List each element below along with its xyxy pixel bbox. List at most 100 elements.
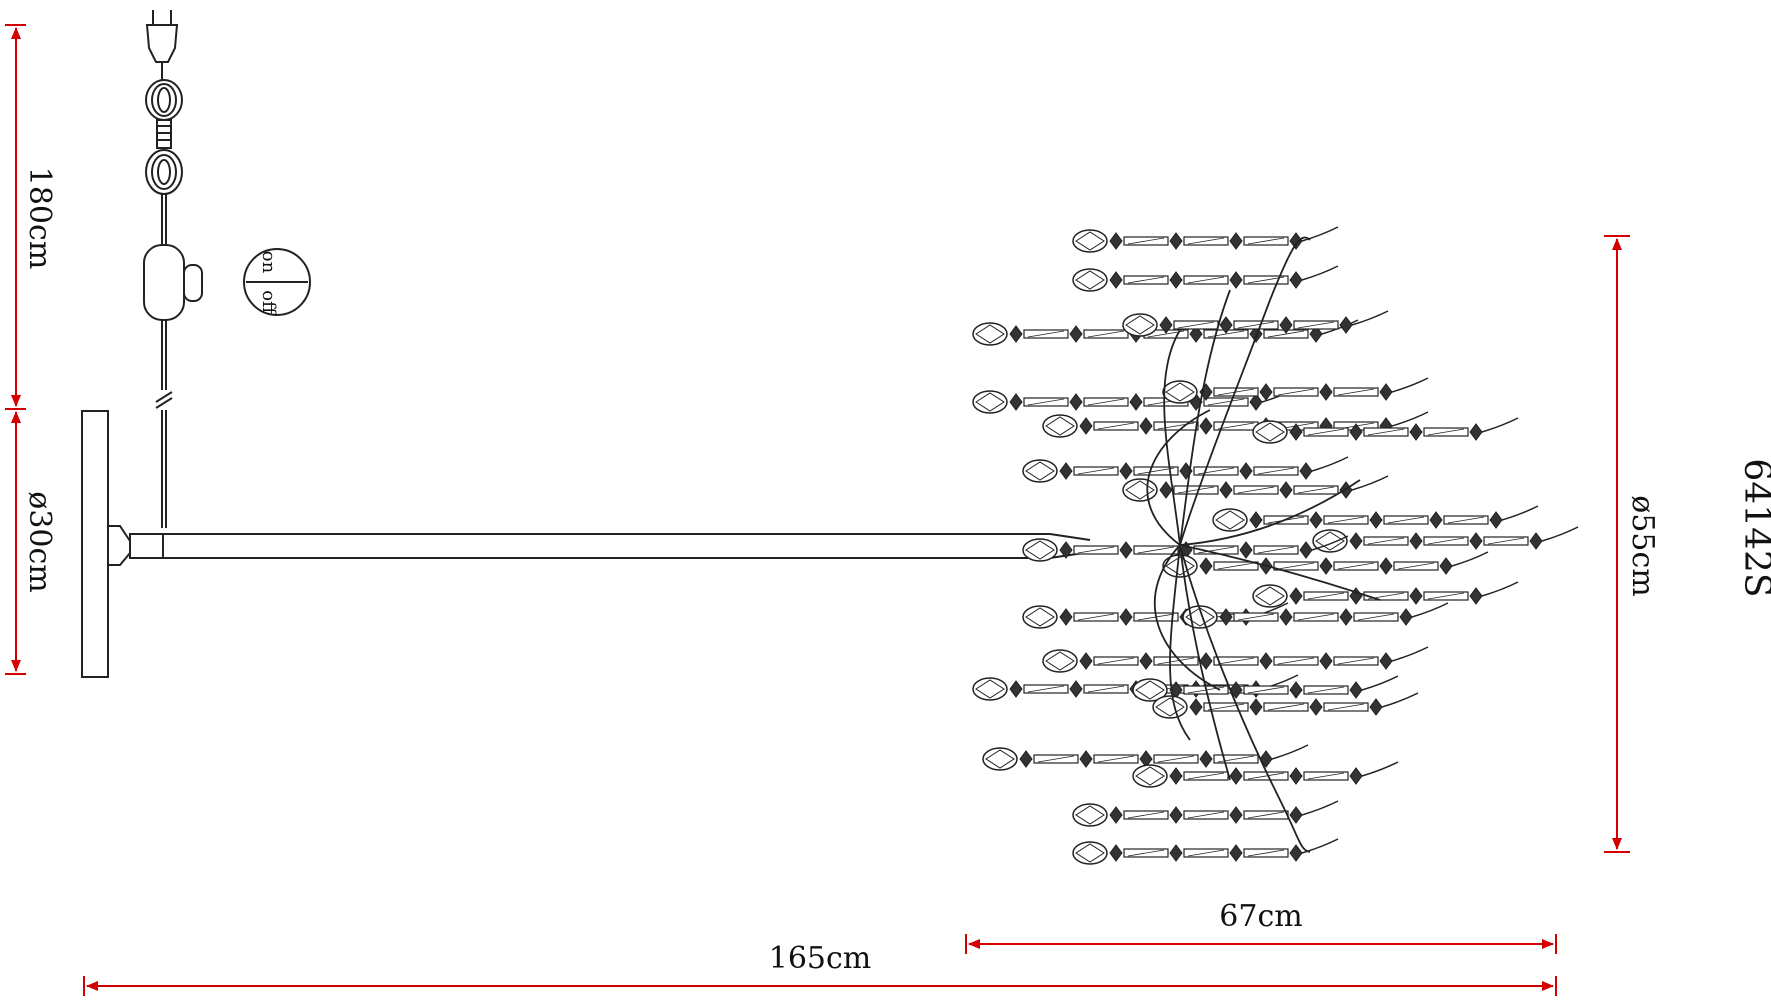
prism-facet <box>1247 849 1285 857</box>
prism-facet <box>1207 703 1245 711</box>
prism-facet <box>1307 686 1345 694</box>
cord-switch-icon <box>143 244 203 528</box>
prism-facet <box>1297 486 1335 494</box>
prism-facet <box>1307 428 1345 436</box>
crystal-bead-icon <box>1169 806 1183 824</box>
total-length-label: 165cm <box>769 941 872 976</box>
crystal-bead-icon <box>1059 541 1073 559</box>
prism-facet <box>1267 703 1305 711</box>
crystal-bead-icon <box>1309 698 1323 716</box>
crystal-bead-icon <box>1159 481 1173 499</box>
prism-facet <box>1087 398 1125 406</box>
crystal-drop-icon <box>982 747 1018 771</box>
switch-on-label: on <box>258 251 279 274</box>
prism-facet <box>1337 657 1375 665</box>
on-off-symbol: on off <box>243 248 311 316</box>
crystal-drop-icon <box>1022 538 1058 562</box>
prism-facet <box>1157 657 1195 665</box>
prism-facet <box>1277 388 1315 396</box>
crystal-bead-icon <box>1289 232 1303 250</box>
prism-facet <box>1077 467 1115 475</box>
crystal-facet <box>1165 556 1195 576</box>
crystal-bead-icon <box>1259 652 1273 670</box>
dim-head-diameter <box>1604 235 1630 853</box>
branch-wire <box>1481 581 1519 597</box>
crystal-bead-icon <box>1289 767 1303 785</box>
prism-facet <box>1267 330 1305 338</box>
branch-wire <box>1163 329 1181 546</box>
prism-facet <box>1247 276 1285 284</box>
prism-facet <box>1257 467 1295 475</box>
crystal-drop-icon <box>1252 420 1288 444</box>
crystal-bead-icon <box>1289 271 1303 289</box>
crystal-bead-icon <box>1229 844 1243 862</box>
crystal-facet <box>1075 805 1105 825</box>
crystal-bead-icon <box>1299 541 1313 559</box>
crystal-bead-icon <box>1169 767 1183 785</box>
crystal-bead-icon <box>1199 750 1213 768</box>
branch-wire <box>1391 411 1429 427</box>
crystal-bead-icon <box>1319 383 1333 401</box>
branch-wire <box>1351 475 1389 491</box>
crystal-bead-icon <box>1189 698 1203 716</box>
branch-wire <box>1361 675 1399 691</box>
crystal-bead-icon <box>1529 532 1543 550</box>
branch-wire <box>1153 544 1221 691</box>
prism-facet <box>1217 657 1255 665</box>
prism-facet <box>1247 686 1285 694</box>
crystal-facet <box>1025 607 1055 627</box>
crystal-bead-icon <box>1069 325 1083 343</box>
crystal-bead-icon <box>1249 698 1263 716</box>
crystal-drop-icon <box>1022 605 1058 629</box>
prism-facet <box>1357 613 1395 621</box>
crystal-bead-icon <box>1119 462 1133 480</box>
crystal-bead-icon <box>1229 806 1243 824</box>
prism-facet <box>1487 537 1525 545</box>
prism-facet <box>1207 398 1245 406</box>
crystal-bead-icon <box>1399 608 1413 626</box>
crystal-bead-icon <box>1379 557 1393 575</box>
crystal-bead-icon <box>1229 767 1243 785</box>
model-code-label: 64142S <box>1736 458 1771 597</box>
crystal-bead-icon <box>1469 532 1483 550</box>
branch-wire <box>1179 236 1311 546</box>
crystal-drop-icon <box>1162 380 1198 404</box>
base-diameter-label: ø30cm <box>22 491 57 592</box>
prism-facet <box>1127 237 1165 245</box>
floor-base <box>81 410 164 678</box>
crystal-drop-icon <box>1042 649 1078 673</box>
crystal-bead-icon <box>1319 652 1333 670</box>
crystal-facet <box>1155 697 1185 717</box>
crystal-bead-icon <box>1079 750 1093 768</box>
head-length-label: 67cm <box>1219 899 1302 934</box>
crystal-facet <box>1165 382 1195 402</box>
crystal-drop-icon <box>1162 554 1198 578</box>
crystal-facet <box>975 324 1005 344</box>
crystal-branch-head <box>972 226 1579 865</box>
crystal-bead-icon <box>1259 383 1273 401</box>
crystal-bead-icon <box>1469 587 1483 605</box>
crystal-bead-icon <box>1109 271 1123 289</box>
dim-total-length <box>83 976 1557 996</box>
prism-facet <box>1027 685 1065 693</box>
prism-facet <box>1427 428 1465 436</box>
crystal-bead-icon <box>1229 232 1243 250</box>
crystal-bead-icon <box>1379 383 1393 401</box>
prism-facet <box>1127 849 1165 857</box>
crystal-bead-icon <box>1059 608 1073 626</box>
prism-facet <box>1207 330 1245 338</box>
crystal-bead-icon <box>1369 698 1383 716</box>
prism-facet <box>1187 811 1225 819</box>
switch-off-label: off <box>258 290 279 315</box>
branch-wire <box>1481 417 1519 433</box>
plug-icon <box>145 10 179 80</box>
crystal-facet <box>1075 843 1105 863</box>
horizontal-arm <box>163 533 1091 559</box>
crystal-bead-icon <box>1009 325 1023 343</box>
crystal-bead-icon <box>1199 417 1213 435</box>
crystal-drop-icon <box>1152 695 1188 719</box>
crystal-bead-icon <box>1369 511 1383 529</box>
crystal-drop-icon <box>1252 584 1288 608</box>
prism-facet <box>1257 546 1295 554</box>
prism-facet <box>1127 276 1165 284</box>
